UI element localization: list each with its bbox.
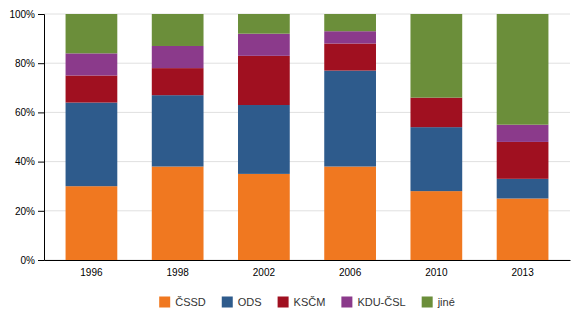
bar: [238, 56, 290, 105]
tick-mark: [38, 63, 44, 64]
tick: 2002: [253, 267, 276, 278]
tick-mark: [38, 112, 44, 113]
tick-label: 20%: [15, 206, 35, 217]
bars: [66, 14, 549, 260]
legend-label: ODS: [238, 296, 262, 308]
legend-item: ODS: [222, 296, 262, 308]
legend-label: KSČM: [294, 296, 326, 308]
tick: 80%: [15, 58, 44, 69]
tick: 100%: [9, 9, 44, 20]
legend-swatch: [159, 297, 170, 308]
tick-label: 2010: [425, 267, 448, 278]
bar: [410, 14, 462, 98]
bar: [152, 14, 204, 46]
tick-label: 40%: [15, 156, 35, 167]
grid-line: [44, 63, 570, 64]
series: [66, 14, 549, 125]
bar: [66, 103, 118, 187]
tick-label: 100%: [9, 9, 35, 20]
bar: [497, 142, 549, 179]
axis-line: [38, 15, 45, 261]
tick: 40%: [15, 156, 44, 167]
y-axis: 0% 20% 40% 60% 80% 100%: [9, 9, 44, 266]
series: [66, 71, 549, 199]
tick: 0%: [21, 255, 44, 266]
legend-swatch: [278, 297, 289, 308]
bar: [324, 71, 376, 167]
bar: [324, 44, 376, 71]
bar: [238, 105, 290, 174]
legend-item: KSČM: [278, 296, 326, 308]
bar: [410, 127, 462, 191]
bar: [324, 31, 376, 43]
legend-item: KDU-ČSL: [341, 296, 405, 308]
bar: [152, 167, 204, 260]
tick-label: 60%: [15, 107, 35, 118]
series: [66, 167, 549, 260]
tick-label: 1996: [80, 267, 103, 278]
legend: ČSSD ODS KSČM KDU-ČSL jiné: [159, 296, 455, 308]
bar: [152, 68, 204, 95]
tick-mark: [38, 14, 44, 15]
bar: [66, 53, 118, 75]
bar: [238, 34, 290, 56]
tick: 60%: [15, 107, 44, 118]
bar: [152, 46, 204, 68]
bar: [238, 174, 290, 260]
tick-mark: [38, 211, 44, 212]
axis-line: [45, 260, 571, 261]
bar: [410, 98, 462, 128]
grid-line: [44, 210, 570, 211]
legend-item: ČSSD: [159, 296, 206, 308]
tick: 20%: [15, 206, 44, 217]
legend-item: jiné: [422, 296, 455, 308]
tick-label: 1998: [167, 267, 190, 278]
tick-label: 80%: [15, 58, 35, 69]
tick-label: 0%: [21, 255, 36, 266]
chart: 0% 20% 40% 60% 80% 100% 1996 1998 2002 2006 2010 20…: [0, 0, 584, 322]
series: [66, 31, 549, 142]
legend-label: KDU-ČSL: [357, 296, 405, 308]
bar: [66, 76, 118, 103]
bar: [152, 95, 204, 166]
tick: 1998: [167, 267, 190, 278]
bar: [410, 191, 462, 260]
bar: [497, 179, 549, 199]
tick-label: 2013: [511, 267, 534, 278]
series: [66, 44, 549, 179]
legend-swatch: [222, 297, 233, 308]
tick-label: 2002: [253, 267, 276, 278]
tick-label: 2006: [339, 267, 362, 278]
bar: [66, 14, 118, 53]
tick: 2010: [425, 267, 448, 278]
grid-line: [44, 260, 570, 261]
bar: [324, 167, 376, 260]
tick: 1996: [80, 267, 103, 278]
x-axis: 1996 1998 2002 2006 2010 2013: [45, 261, 571, 279]
legend-swatch: [341, 297, 352, 308]
tick: 2006: [339, 267, 362, 278]
grid-line: [44, 161, 570, 162]
tick-mark: [38, 260, 44, 261]
legend-label: ČSSD: [175, 296, 206, 308]
grid-line: [44, 112, 570, 113]
legend-label: jiné: [437, 296, 455, 308]
tick-mark: [38, 162, 44, 163]
tick: 2013: [511, 267, 534, 278]
bar: [497, 125, 549, 142]
bar: [238, 14, 290, 34]
grid-line: [44, 14, 570, 15]
bar: [497, 199, 549, 261]
bar: [66, 186, 118, 260]
plot: 0% 20% 40% 60% 80% 100% 1996 1998 2002 2006 2010 20…: [9, 9, 570, 278]
bar: [497, 14, 549, 125]
grid: [44, 14, 570, 260]
legend-swatch: [422, 297, 433, 308]
bar: [324, 14, 376, 31]
